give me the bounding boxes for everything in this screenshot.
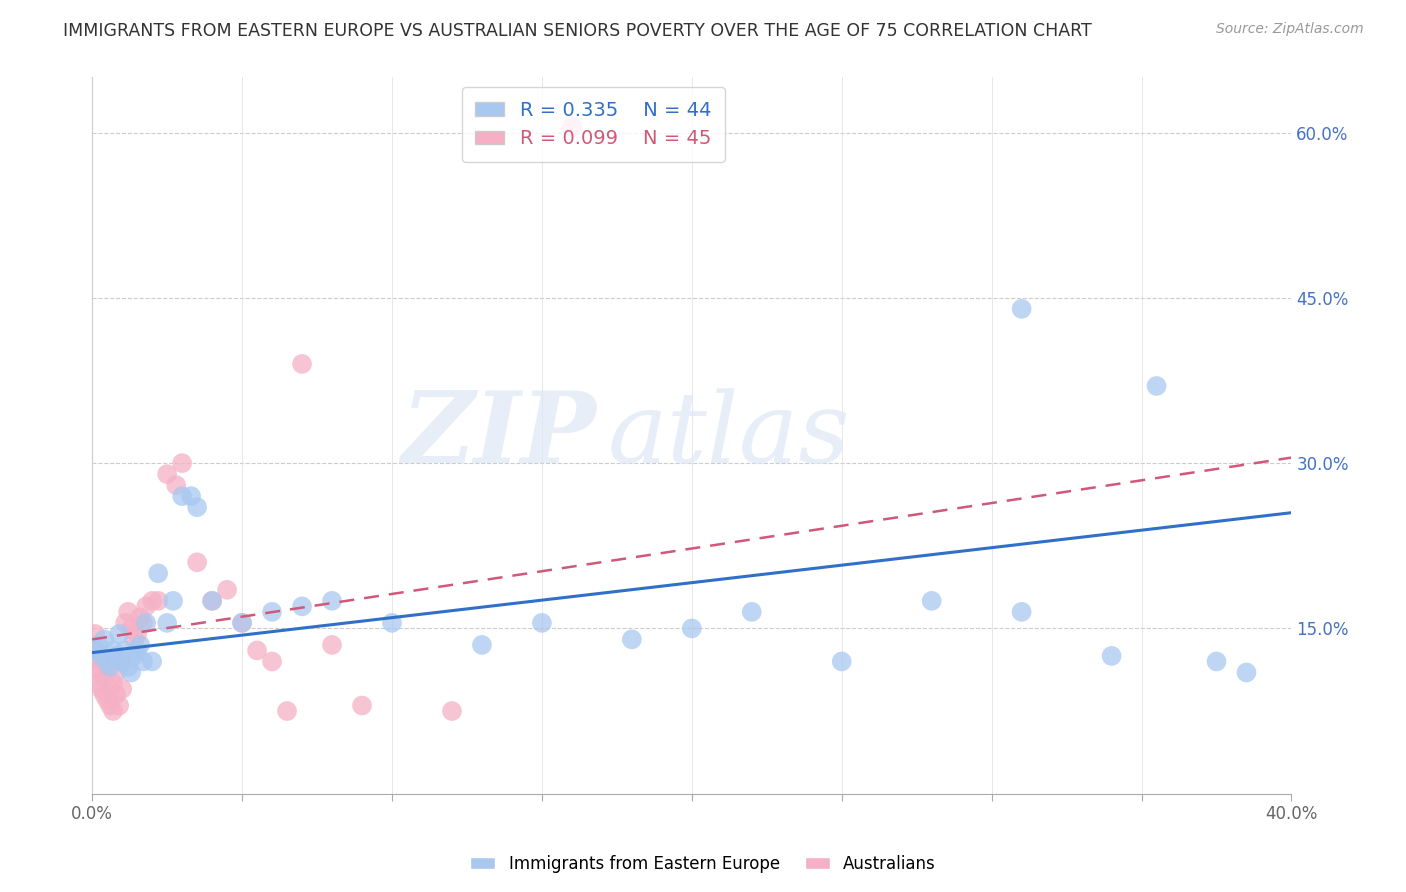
Point (132, 655, 155, 669)
Point (105, 648, 128, 663)
Point (129, 638, 152, 652)
Point (276, 704, 298, 718)
Point (1101, 648, 1123, 663)
Point (90, 655, 112, 669)
Point (127, 627, 149, 641)
Point (93, 688, 115, 702)
Point (111, 655, 134, 669)
Point (135, 599, 157, 614)
Point (172, 456, 194, 470)
Point (165, 478, 187, 492)
Point (146, 566, 169, 581)
Point (101, 643, 124, 657)
Point (620, 632, 643, 647)
Point (114, 615, 136, 630)
Point (186, 555, 208, 569)
Point (141, 594, 163, 608)
Point (1205, 655, 1227, 669)
Text: IMMIGRANTS FROM EASTERN EUROPE VS AUSTRALIAN SENIORS POVERTY OVER THE AGE OF 75 : IMMIGRANTS FROM EASTERN EUROPE VS AUSTRA… (63, 22, 1092, 40)
Point (98, 681, 121, 696)
Point (1146, 379, 1168, 393)
Point (350, 698, 373, 713)
Point (114, 643, 136, 657)
Point (201, 594, 224, 608)
Point (101, 676, 124, 690)
Point (217, 582, 239, 597)
Point (231, 615, 253, 630)
Point (530, 615, 553, 630)
Point (111, 655, 134, 669)
Text: atlas: atlas (607, 388, 851, 483)
Point (201, 594, 224, 608)
Point (180, 489, 202, 503)
Point (122, 648, 145, 663)
Point (141, 655, 163, 669)
Text: ZIP: ZIP (401, 387, 596, 483)
Point (1236, 665, 1258, 680)
Point (96, 693, 118, 707)
Point (111, 681, 134, 696)
Point (101, 704, 124, 718)
Point (93, 632, 115, 647)
Point (1011, 301, 1033, 316)
Point (98, 698, 121, 713)
Point (246, 643, 269, 657)
Point (117, 605, 139, 619)
Point (321, 638, 343, 652)
Point (127, 643, 149, 657)
Point (156, 615, 179, 630)
Point (162, 594, 184, 608)
Point (186, 500, 208, 515)
Point (84, 643, 107, 657)
Point (262, 605, 284, 619)
Point (921, 594, 943, 608)
Point (84, 643, 107, 657)
Point (90, 648, 112, 663)
Legend: R = 0.335    N = 44, R = 0.099    N = 45: R = 0.335 N = 44, R = 0.099 N = 45 (461, 87, 725, 162)
Point (120, 621, 142, 635)
Point (96, 660, 118, 674)
Point (231, 615, 253, 630)
Point (291, 599, 314, 614)
Point (262, 655, 284, 669)
Point (87, 665, 110, 680)
Text: Source: ZipAtlas.com: Source: ZipAtlas.com (1216, 22, 1364, 37)
Point (135, 615, 157, 630)
Point (156, 467, 179, 482)
Point (108, 627, 131, 641)
Point (84, 627, 107, 641)
Point (146, 594, 169, 608)
Point (291, 357, 314, 371)
Point (129, 610, 152, 624)
Point (471, 638, 494, 652)
Point (87, 676, 110, 690)
Point (681, 621, 703, 635)
Point (321, 594, 343, 608)
Point (105, 665, 128, 680)
Point (1011, 605, 1033, 619)
Point (105, 688, 128, 702)
Point (84, 660, 107, 674)
Point (741, 605, 763, 619)
Point (93, 671, 115, 685)
Point (561, 120, 583, 134)
Point (122, 632, 145, 647)
Point (440, 704, 463, 718)
Point (87, 638, 110, 652)
Point (120, 665, 142, 680)
Point (132, 615, 155, 630)
Point (117, 660, 139, 674)
Point (108, 698, 131, 713)
Point (98, 660, 121, 674)
Legend: Immigrants from Eastern Europe, Australians: Immigrants from Eastern Europe, Australi… (464, 848, 942, 880)
Point (96, 655, 118, 669)
Point (90, 681, 112, 696)
Point (172, 489, 194, 503)
Point (381, 615, 404, 630)
Point (831, 655, 853, 669)
